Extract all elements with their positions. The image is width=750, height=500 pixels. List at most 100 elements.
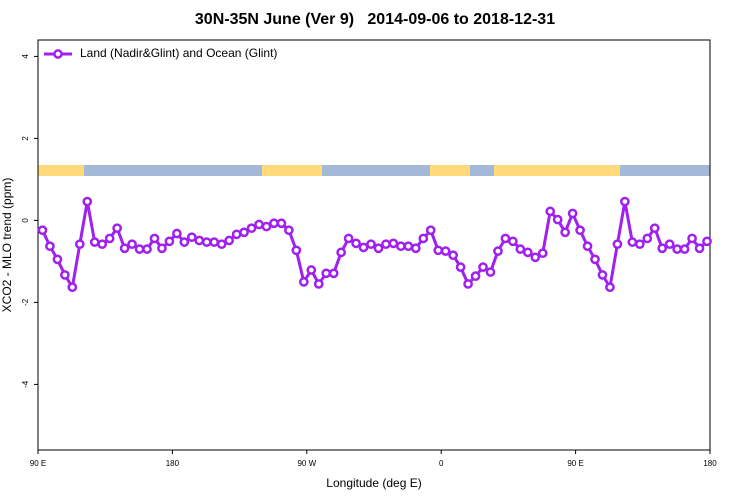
point — [149, 233, 160, 244]
x-axis-label: Longitude (deg E) — [326, 476, 421, 490]
y-tick-label: -2 — [21, 298, 30, 306]
y-tick-label: 0 — [21, 218, 30, 223]
point — [567, 208, 578, 219]
point — [276, 218, 287, 229]
point — [216, 239, 227, 250]
point — [306, 265, 317, 275]
point — [284, 225, 294, 236]
point — [508, 236, 518, 247]
point — [515, 244, 526, 254]
point — [164, 236, 175, 247]
point — [396, 241, 406, 252]
y-axis-label: XCO2 - MLO trend (ppm) — [0, 178, 14, 313]
point — [560, 227, 570, 238]
point — [298, 277, 309, 287]
point — [575, 225, 585, 236]
x-tick-label: 180 — [703, 459, 717, 468]
point — [358, 242, 369, 253]
point — [537, 248, 548, 259]
point — [142, 244, 152, 254]
chart-title: 30N-35N June (Ver 9) 2014-09-06 to 2018-… — [195, 11, 555, 28]
point — [605, 282, 615, 293]
point — [127, 239, 137, 250]
point — [254, 219, 264, 230]
land-strip — [262, 165, 322, 176]
point — [97, 239, 108, 250]
point — [74, 239, 85, 250]
point — [37, 225, 48, 236]
point — [597, 270, 608, 280]
point — [291, 245, 302, 256]
point — [679, 244, 690, 254]
point — [687, 233, 697, 244]
point — [433, 245, 444, 256]
legend-marker — [53, 49, 63, 59]
point — [440, 246, 451, 256]
point — [224, 235, 234, 246]
land-strip — [38, 165, 84, 176]
point — [455, 262, 466, 272]
point — [530, 252, 541, 263]
point — [313, 279, 324, 289]
point — [269, 218, 279, 229]
point — [351, 238, 361, 249]
land-strip — [494, 165, 620, 176]
legend-label: Land (Nadir&Glint) and Ocean (Glint) — [80, 46, 277, 60]
point — [381, 239, 391, 250]
point — [627, 237, 638, 247]
point — [485, 267, 496, 277]
point — [373, 243, 384, 254]
point — [664, 239, 675, 250]
y-tick-label: -4 — [21, 380, 30, 388]
point — [649, 223, 660, 234]
point — [545, 206, 556, 217]
point — [343, 233, 354, 244]
point — [657, 243, 668, 254]
point — [634, 239, 645, 250]
point — [82, 196, 93, 207]
point — [448, 250, 458, 261]
x-tick-label: 180 — [166, 459, 180, 468]
point — [642, 233, 653, 244]
point — [239, 227, 249, 238]
land-ocean-band — [38, 165, 710, 176]
point — [112, 223, 122, 234]
point — [388, 238, 399, 249]
y-tick-label: 2 — [21, 136, 30, 141]
point — [104, 233, 115, 244]
point — [470, 271, 481, 282]
point — [612, 239, 623, 250]
point — [672, 244, 682, 254]
point — [582, 241, 593, 252]
point — [201, 237, 212, 247]
point — [366, 239, 376, 250]
point — [60, 270, 70, 280]
point — [410, 243, 421, 254]
x-tick-label: 0 — [439, 459, 444, 468]
point — [694, 243, 705, 254]
point — [702, 236, 712, 247]
point — [45, 241, 55, 252]
y-tick-label: 4 — [21, 54, 30, 59]
x-tick-label: 90 E — [567, 459, 583, 468]
point — [231, 229, 242, 240]
ocean-strip — [38, 165, 710, 176]
land-strip — [430, 165, 470, 176]
point — [418, 233, 429, 244]
x-tick-label: 90 W — [297, 459, 316, 468]
point — [522, 247, 533, 258]
point — [186, 232, 197, 243]
point — [403, 241, 414, 252]
point — [425, 225, 436, 236]
point — [157, 243, 167, 254]
point — [246, 223, 257, 234]
point — [328, 268, 339, 279]
point — [261, 221, 272, 232]
point — [336, 247, 346, 258]
point — [52, 254, 63, 265]
point — [478, 262, 488, 272]
point — [620, 196, 630, 207]
point — [552, 214, 563, 225]
point — [463, 279, 473, 289]
